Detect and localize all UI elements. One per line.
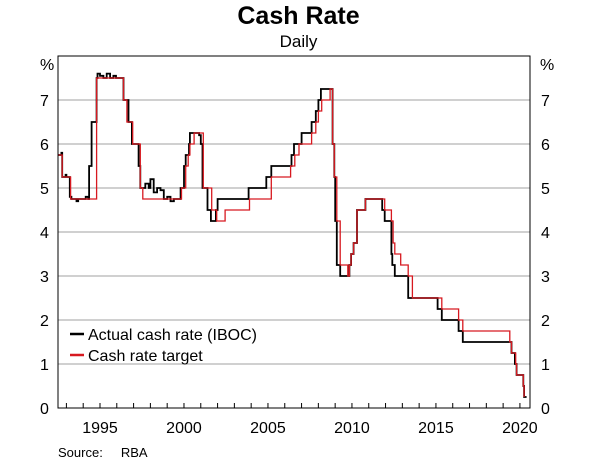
y-tick-label-right-1: 1 xyxy=(541,357,550,374)
y-unit-left: % xyxy=(40,57,54,74)
y-tick-label-left-6: 6 xyxy=(40,137,49,154)
y-tick-label-left-4: 4 xyxy=(40,225,49,242)
x-tick-label-2020: 2020 xyxy=(502,420,538,437)
y-tick-label-left-0: 0 xyxy=(40,401,49,418)
axis-ticks xyxy=(65,403,521,408)
y-tick-label-left-5: 5 xyxy=(40,181,49,198)
y-tick-label-right-6: 6 xyxy=(541,137,550,154)
y-tick-label-left-1: 1 xyxy=(40,357,49,374)
y-tick-label-left-3: 3 xyxy=(40,269,49,286)
series-lines xyxy=(58,72,527,398)
x-tick-label-2005: 2005 xyxy=(250,420,286,437)
y-tick-label-right-2: 2 xyxy=(541,313,550,330)
x-tick-label-2010: 2010 xyxy=(334,420,370,437)
source-label: Source: xyxy=(58,445,103,460)
x-tick-label-2000: 2000 xyxy=(166,420,202,437)
y-unit-right: % xyxy=(540,57,554,74)
y-tick-label-right-7: 7 xyxy=(541,93,550,110)
y-tick-label-left-2: 2 xyxy=(40,313,49,330)
y-tick-label-right-5: 5 xyxy=(541,181,550,198)
chart-subtitle: Daily xyxy=(279,32,318,51)
x-tick-label-1995: 1995 xyxy=(82,420,118,437)
y-tick-label-right-4: 4 xyxy=(541,225,550,242)
x-tick-label-2015: 2015 xyxy=(418,420,454,437)
chart-title: Cash Rate xyxy=(237,2,360,30)
y-tick-label-right-3: 3 xyxy=(541,269,550,286)
axis-labels: 0 0 1 1 2 2 3 3 4 4 5 5 6 6 7 7 1995 2000 2005 2010 2015 2020 xyxy=(40,93,550,437)
series-line-cash-rate-target xyxy=(58,77,525,397)
legend: Actual cash rate (IBOC) Cash rate target xyxy=(70,327,257,365)
source-note: Source: RBA xyxy=(58,445,148,460)
plot-frame xyxy=(57,55,531,409)
legend-label-target: Cash rate target xyxy=(88,348,203,365)
y-tick-label-left-7: 7 xyxy=(40,93,49,110)
source-value: RBA xyxy=(120,445,148,460)
legend-label-actual: Actual cash rate (IBOC) xyxy=(88,327,257,344)
y-tick-label-right-0: 0 xyxy=(541,401,550,418)
